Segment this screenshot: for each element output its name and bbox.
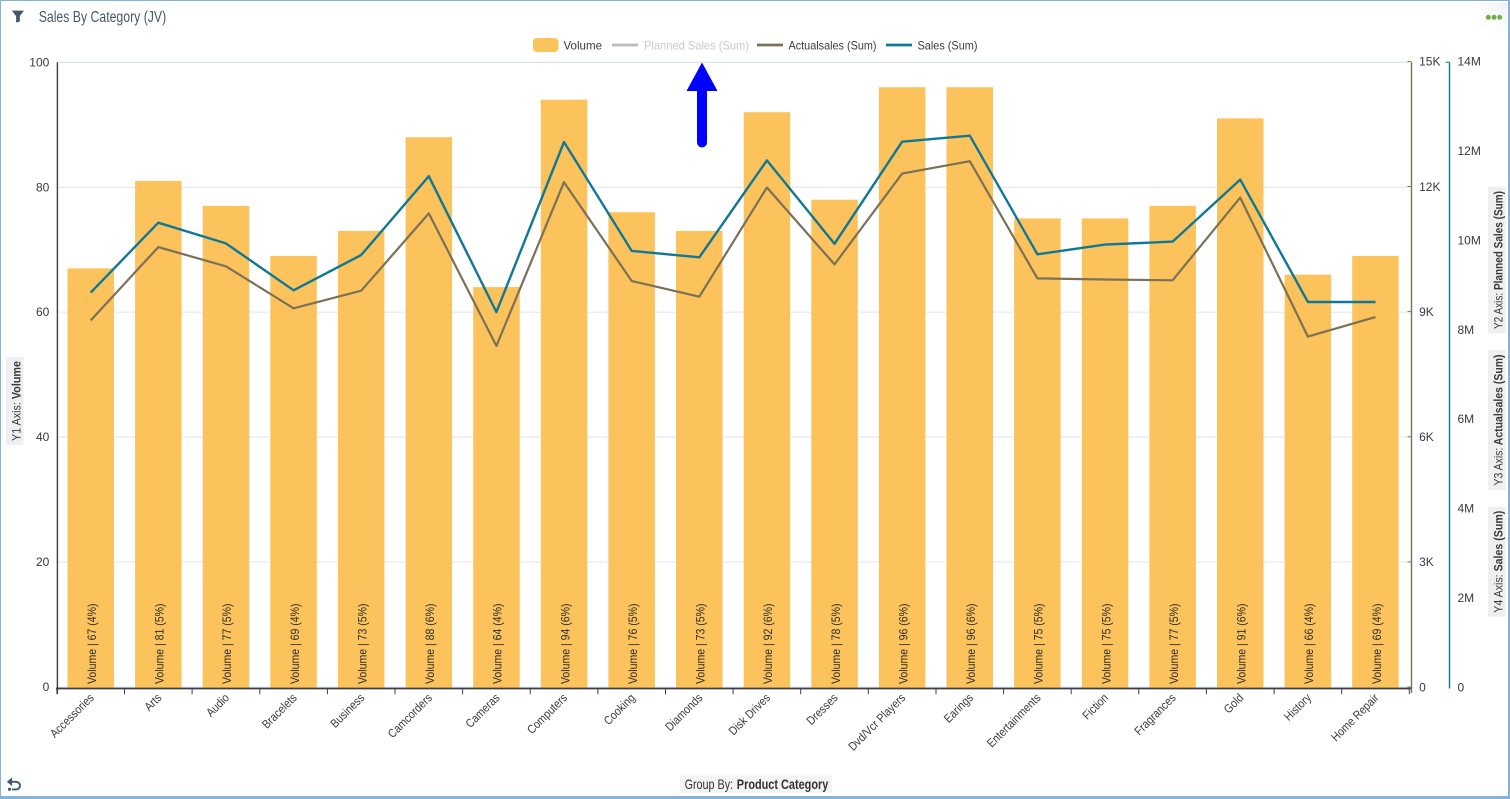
svg-text:Home Repair: Home Repair xyxy=(1328,691,1381,744)
svg-text:Volume: Volume xyxy=(564,39,603,53)
svg-text:Volume | 94 (6%): Volume | 94 (6%) xyxy=(558,603,572,684)
svg-text:Fiction: Fiction xyxy=(1080,691,1112,723)
svg-text:Y3 Axis: Actualsales (Sum): Y3 Axis: Actualsales (Sum) xyxy=(1492,354,1506,485)
svg-text:80: 80 xyxy=(36,180,50,194)
svg-text:3K: 3K xyxy=(1419,555,1434,569)
svg-text:Dvd/Vcr Players: Dvd/Vcr Players xyxy=(845,691,908,754)
svg-text:Volume | 75 (5%): Volume | 75 (5%) xyxy=(1099,603,1113,684)
svg-text:Volume | 96 (6%): Volume | 96 (6%) xyxy=(964,603,978,684)
svg-text:Volume | 78 (5%): Volume | 78 (5%) xyxy=(829,603,843,684)
svg-text:Volume | 66 (4%): Volume | 66 (4%) xyxy=(1302,603,1316,684)
svg-text:Audio: Audio xyxy=(203,691,232,720)
svg-text:15K: 15K xyxy=(1419,55,1440,69)
svg-text:Volume | 77 (5%): Volume | 77 (5%) xyxy=(1167,603,1181,684)
svg-text:Planned Sales (Sum): Planned Sales (Sum) xyxy=(644,39,749,53)
svg-text:Actualsales (Sum): Actualsales (Sum) xyxy=(789,39,877,53)
svg-text:4M: 4M xyxy=(1458,502,1475,516)
svg-text:Group By:: Group By: xyxy=(685,776,734,792)
svg-text:20: 20 xyxy=(36,555,50,569)
svg-text:10M: 10M xyxy=(1458,233,1481,247)
svg-text:Dresses: Dresses xyxy=(804,691,841,728)
svg-text:Volume | 76 (5%): Volume | 76 (5%) xyxy=(626,603,640,684)
svg-text:60: 60 xyxy=(36,305,50,319)
svg-text:12K: 12K xyxy=(1419,180,1440,194)
svg-text:Disk Drives: Disk Drives xyxy=(726,691,773,738)
svg-text:Cooking: Cooking xyxy=(601,691,638,728)
svg-text:Sales (Sum): Sales (Sum) xyxy=(918,39,978,53)
svg-text:Volume | 88 (6%): Volume | 88 (6%) xyxy=(423,603,437,684)
svg-text:Diamonds: Diamonds xyxy=(662,691,705,734)
svg-text:Volume | 77 (5%): Volume | 77 (5%) xyxy=(220,603,234,684)
svg-text:12M: 12M xyxy=(1458,144,1481,158)
svg-text:0: 0 xyxy=(1419,680,1426,694)
svg-text:Y1 Axis: Volume: Y1 Axis: Volume xyxy=(10,361,24,441)
svg-text:2M: 2M xyxy=(1458,591,1475,605)
svg-text:Cameras: Cameras xyxy=(463,691,503,731)
svg-text:9K: 9K xyxy=(1419,305,1434,319)
svg-text:Bracelets: Bracelets xyxy=(259,691,300,732)
svg-text:Y2 Axis: Planned Sales (Sum): Y2 Axis: Planned Sales (Sum) xyxy=(1492,191,1506,329)
svg-text:Camcorders: Camcorders xyxy=(385,691,435,741)
svg-text:Fragrances: Fragrances xyxy=(1131,691,1178,738)
svg-text:Volume | 73 (5%): Volume | 73 (5%) xyxy=(356,603,370,684)
svg-text:Entertainments: Entertainments xyxy=(984,691,1044,751)
svg-text:40: 40 xyxy=(36,430,50,444)
svg-text:Y4 Axis: Sales (Sum): Y4 Axis: Sales (Sum) xyxy=(1492,511,1506,613)
svg-text:Sales By Category (JV): Sales By Category (JV) xyxy=(39,9,167,26)
svg-text:History: History xyxy=(1281,691,1314,724)
svg-text:14M: 14M xyxy=(1458,55,1481,69)
svg-text:Volume | 69 (4%): Volume | 69 (4%) xyxy=(1370,603,1384,684)
svg-text:Earings: Earings xyxy=(941,691,976,726)
svg-text:6M: 6M xyxy=(1458,412,1475,426)
svg-text:8M: 8M xyxy=(1458,323,1475,337)
svg-text:0: 0 xyxy=(1458,680,1465,694)
svg-text:Volume | 69 (4%): Volume | 69 (4%) xyxy=(288,603,302,684)
svg-text:100: 100 xyxy=(29,55,49,69)
svg-text:Gold: Gold xyxy=(1221,691,1246,716)
svg-text:6K: 6K xyxy=(1419,430,1434,444)
svg-text:Volume | 81 (5%): Volume | 81 (5%) xyxy=(153,603,167,684)
svg-text:Volume | 73 (5%): Volume | 73 (5%) xyxy=(694,603,708,684)
svg-text:Volume | 67 (4%): Volume | 67 (4%) xyxy=(85,603,99,684)
svg-text:Volume | 75 (5%): Volume | 75 (5%) xyxy=(1032,603,1046,684)
svg-text:Product Category: Product Category xyxy=(737,776,829,792)
svg-text:Volume | 64 (4%): Volume | 64 (4%) xyxy=(491,603,505,684)
svg-text:Business: Business xyxy=(327,691,367,731)
svg-text:Volume | 92 (6%): Volume | 92 (6%) xyxy=(761,603,775,684)
svg-text:Volume | 91 (6%): Volume | 91 (6%) xyxy=(1235,603,1249,684)
svg-text:Accessories: Accessories xyxy=(47,691,97,741)
svg-text:Computers: Computers xyxy=(524,691,570,737)
svg-text:0: 0 xyxy=(43,680,50,694)
svg-text:Volume | 96 (6%): Volume | 96 (6%) xyxy=(896,603,910,684)
svg-text:Arts: Arts xyxy=(141,691,164,714)
